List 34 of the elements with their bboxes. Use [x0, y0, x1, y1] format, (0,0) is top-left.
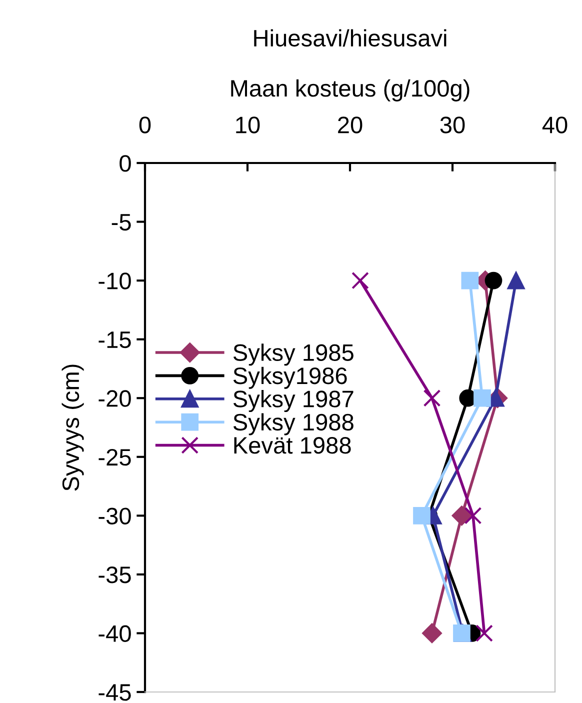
x-tick-label: 30 [440, 116, 465, 134]
y-tick-label: -15 [98, 332, 131, 348]
legend-label: Kevät 1988 [234, 437, 351, 454]
x-tick-label: 0 [139, 116, 151, 134]
y-tick-label: -20 [98, 390, 131, 407]
y-tick-label: -25 [98, 448, 131, 466]
y-tick-label: -45 [98, 684, 131, 701]
legend-label: Syksy1986 [233, 366, 347, 389]
y-tick-label: -5 [112, 214, 131, 231]
legend-label: Syksy 1987 [233, 390, 354, 412]
point [484, 272, 502, 290]
y-tick-label: 0 [120, 155, 131, 172]
point [476, 624, 493, 642]
point [422, 623, 442, 644]
y-tick-label: -40 [98, 625, 131, 642]
y-axis-title: Syvyys (cm) [62, 364, 84, 491]
point [352, 272, 369, 290]
point [464, 506, 482, 524]
x-tick-label: 40 [542, 116, 568, 134]
y-tick-label: -10 [98, 272, 131, 290]
chart-title: Hiuesavi/hiesusavi [254, 29, 446, 47]
x-tick-label: 20 [338, 116, 362, 134]
x-axis-title: Maan kosteus (g/100g) [231, 79, 470, 102]
point [461, 272, 479, 290]
legend-label: Syksy 1988 [233, 413, 354, 436]
x-tick-label: 10 [236, 116, 260, 134]
y-tick-label: -30 [98, 508, 131, 524]
point [413, 506, 430, 524]
point [507, 272, 525, 290]
point [452, 506, 472, 526]
point [423, 389, 441, 407]
legend-label: Syksy 1985 [233, 344, 354, 366]
y-tick-label: -35 [98, 566, 131, 584]
point [474, 389, 491, 407]
